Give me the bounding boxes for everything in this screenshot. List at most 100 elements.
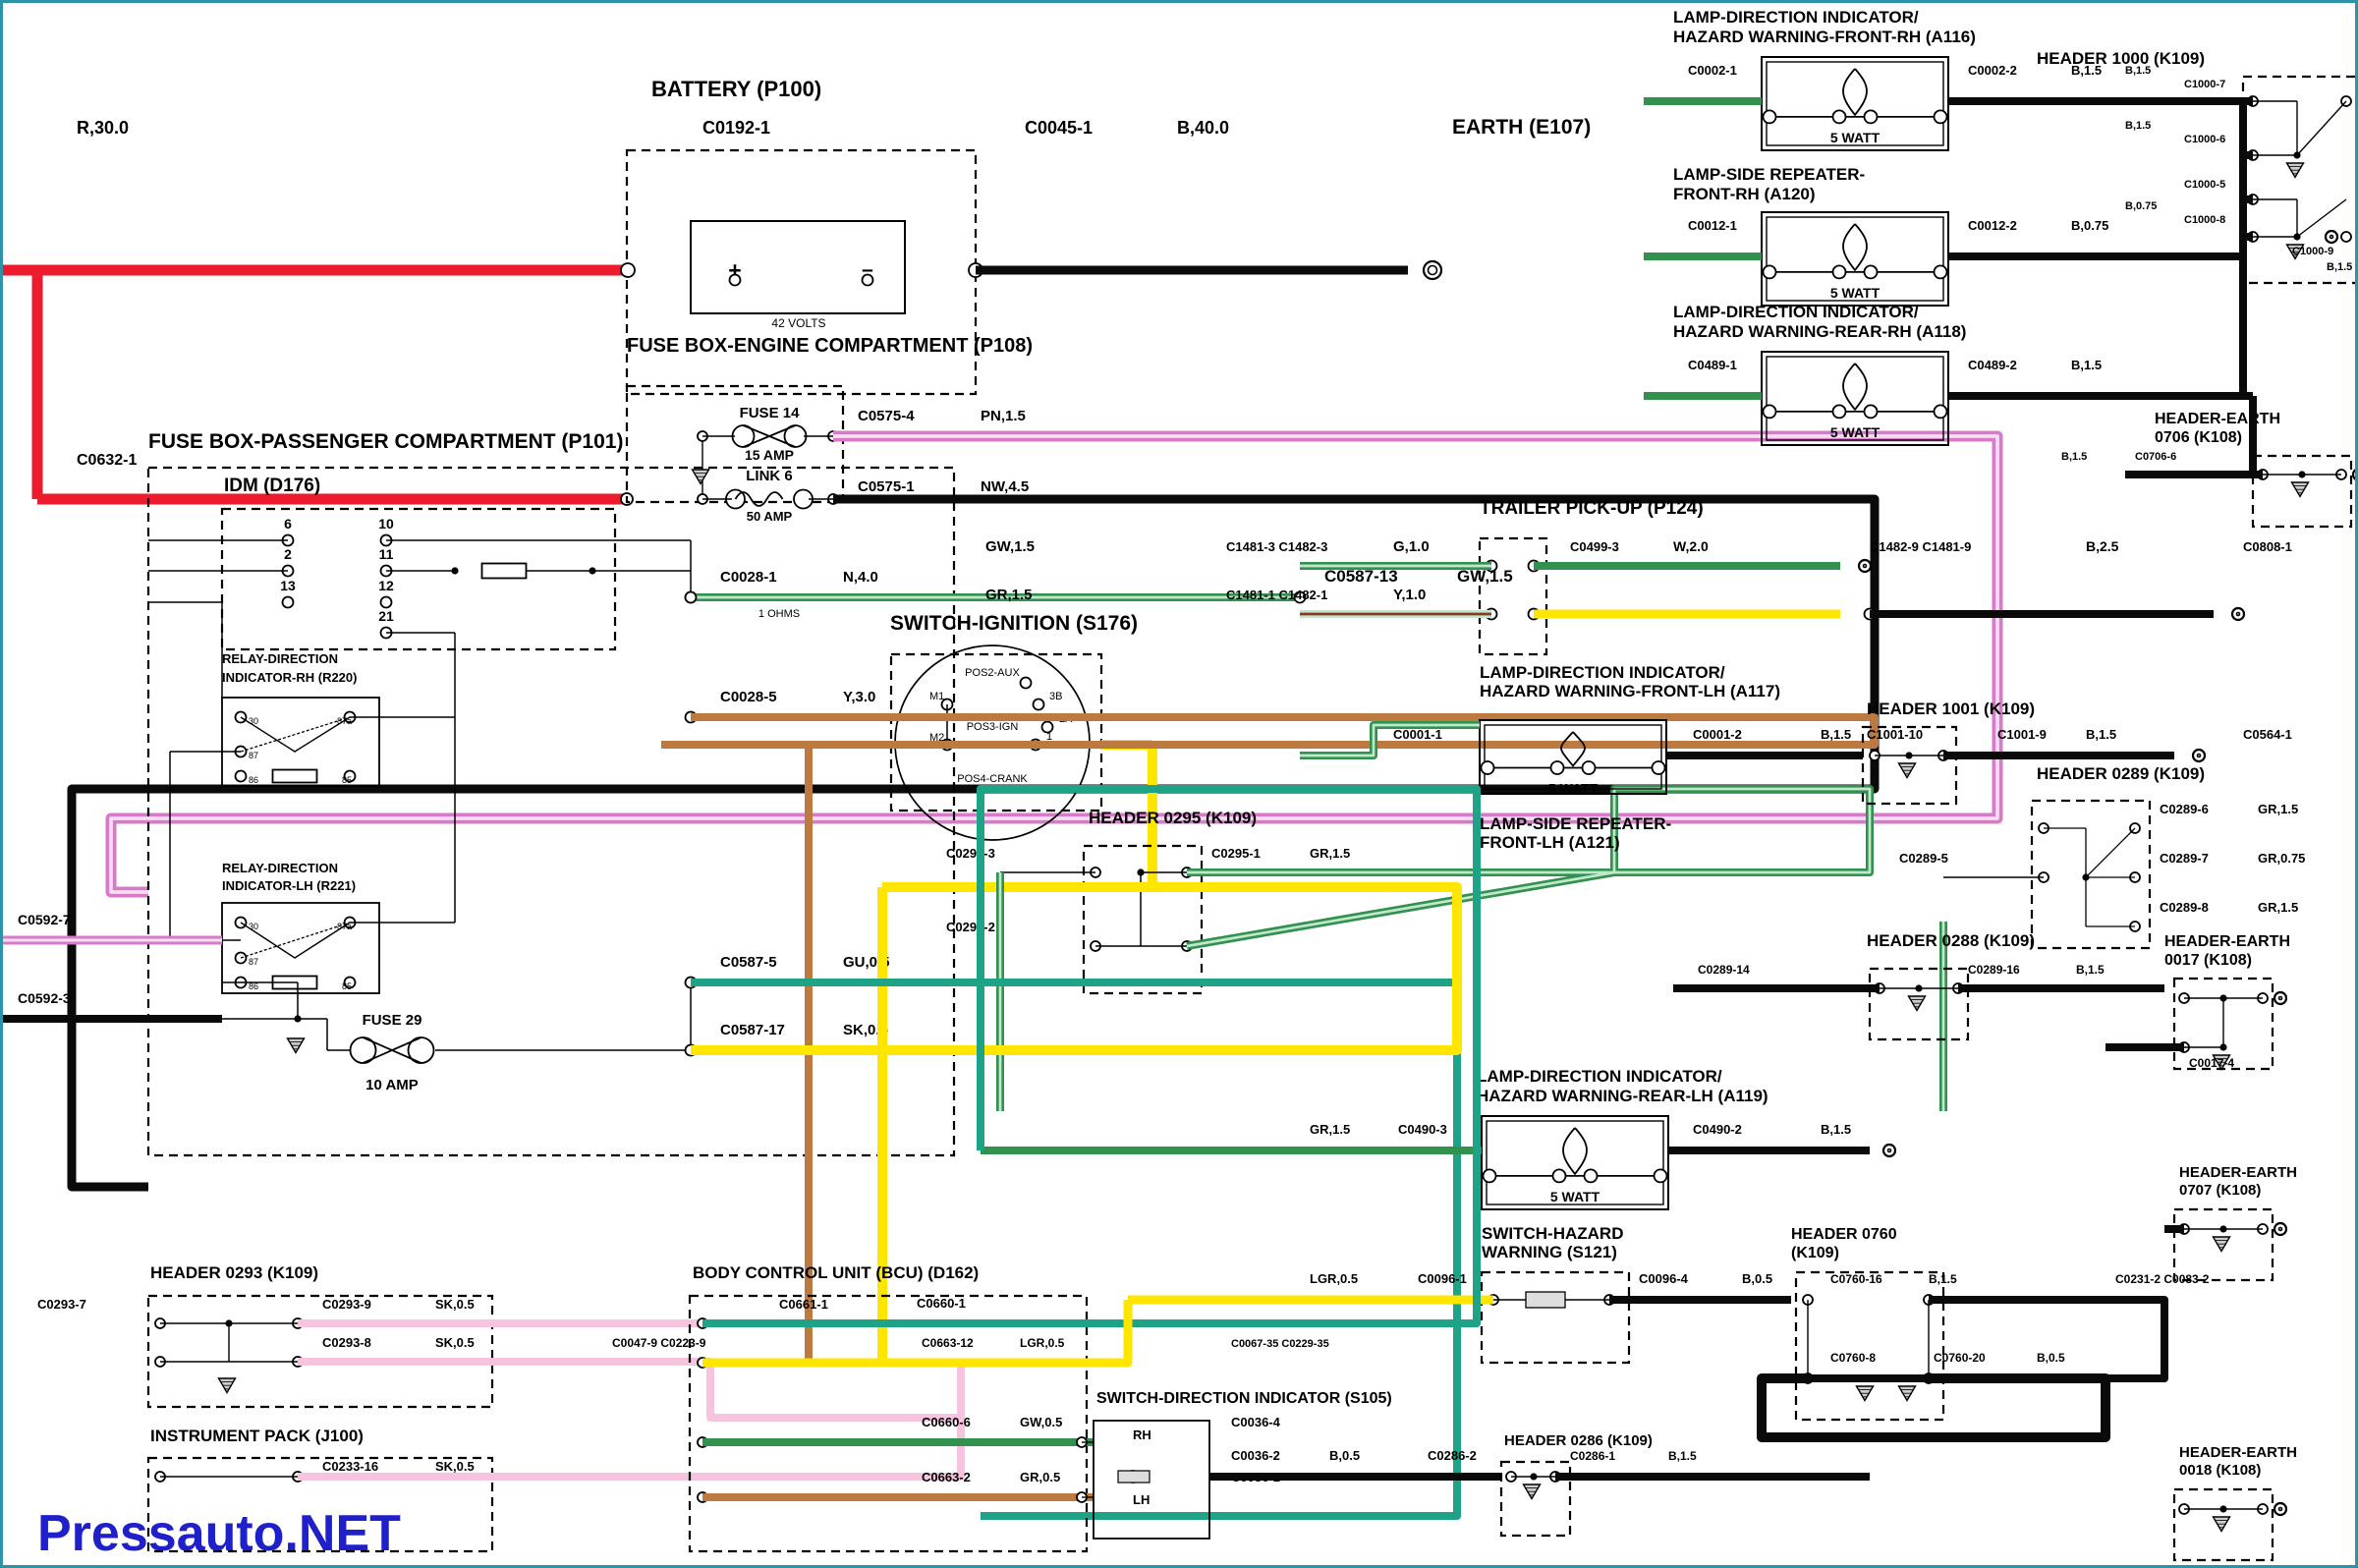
svg-text:C0587-17: C0587-17 (720, 1022, 785, 1038)
svg-text:GW,0.5: GW,0.5 (1020, 1415, 1062, 1429)
svg-text:HEADER 1000 (K109): HEADER 1000 (K109) (2037, 49, 2205, 68)
svg-text:C1001-9: C1001-9 (1997, 727, 2047, 742)
svg-text:B,0.75: B,0.75 (2071, 218, 2108, 233)
svg-text:C0289-8: C0289-8 (2160, 900, 2209, 915)
svg-text:C0028-5: C0028-5 (720, 689, 777, 705)
svg-text:HEADER-EARTH: HEADER-EARTH (2164, 933, 2290, 950)
svg-text:0706 (K108): 0706 (K108) (2155, 429, 2242, 446)
svg-text:GR,1.5: GR,1.5 (2258, 802, 2298, 816)
svg-text:C0489-2: C0489-2 (1968, 358, 2017, 372)
svg-text:C0289-16: C0289-16 (1968, 963, 2020, 977)
svg-text:87: 87 (249, 957, 258, 967)
svg-text:BODY CONTROL UNIT (BCU) (D162): BODY CONTROL UNIT (BCU) (D162) (693, 1263, 979, 1282)
svg-text:GR,1.5: GR,1.5 (2258, 900, 2298, 915)
svg-text:GW,1.5: GW,1.5 (985, 538, 1035, 555)
svg-text:C0289-6: C0289-6 (2160, 802, 2209, 816)
svg-text:B,1.5: B,1.5 (2086, 727, 2116, 742)
svg-text:50 AMP: 50 AMP (747, 509, 793, 524)
svg-text:C1481-1 C1482-1: C1481-1 C1482-1 (1226, 588, 1327, 602)
svg-text:C0575-1: C0575-1 (858, 478, 915, 495)
svg-text:B,1.5: B,1.5 (2327, 261, 2352, 273)
svg-text:10 AMP: 10 AMP (365, 1077, 419, 1093)
svg-text:C0017-4: C0017-4 (2189, 1056, 2234, 1070)
svg-text:B,1.5: B,1.5 (1668, 1449, 1697, 1463)
svg-text:HEADER-EARTH: HEADER-EARTH (2155, 411, 2280, 427)
svg-text:C0592-3: C0592-3 (18, 990, 71, 1006)
svg-text:10: 10 (378, 516, 394, 532)
svg-text:C0632-1: C0632-1 (77, 452, 137, 469)
svg-text:B,0.75: B,0.75 (2125, 200, 2157, 212)
svg-text:HAZARD WARNING-REAR-LH (A119): HAZARD WARNING-REAR-LH (A119) (1477, 1087, 1768, 1105)
svg-text:C0575-4: C0575-4 (858, 408, 915, 424)
svg-text:HEADER 0286 (K109): HEADER 0286 (K109) (1504, 1432, 1653, 1449)
svg-text:21: 21 (378, 608, 394, 624)
svg-text:B,0.5: B,0.5 (1742, 1271, 1772, 1286)
svg-text:GR,1.5: GR,1.5 (985, 587, 1033, 603)
svg-text:C0002-1: C0002-1 (1688, 63, 1737, 78)
svg-text:C0661-1: C0661-1 (779, 1297, 828, 1312)
svg-text:EARTH (E107): EARTH (E107) (1452, 116, 1591, 139)
svg-text:Y,3.0: Y,3.0 (843, 689, 875, 705)
svg-text:HAZARD WARNING-FRONT-RH (A116): HAZARD WARNING-FRONT-RH (A116) (1673, 28, 1976, 46)
svg-text:C0760-16: C0760-16 (1830, 1272, 1882, 1286)
svg-text:C0587-5: C0587-5 (720, 954, 777, 971)
svg-text:GR,1.5: GR,1.5 (1310, 846, 1350, 861)
svg-text:C1000-6: C1000-6 (2184, 134, 2225, 145)
svg-text:SWITCH-DIRECTION INDICATOR (S1: SWITCH-DIRECTION INDICATOR (S105) (1096, 1390, 1392, 1407)
svg-text:C0489-1: C0489-1 (1688, 358, 1737, 372)
svg-text:C0293-8: C0293-8 (322, 1335, 371, 1350)
svg-text:B,1.5: B,1.5 (2071, 358, 2102, 372)
svg-text:C0231-2 C0083-2: C0231-2 C0083-2 (2115, 1272, 2210, 1286)
svg-text:C0660-1: C0660-1 (917, 1296, 966, 1311)
svg-text:POS2-AUX: POS2-AUX (965, 667, 1020, 679)
svg-text:FUSE BOX-ENGINE COMPARTMENT (P: FUSE BOX-ENGINE COMPARTMENT (P108) (627, 335, 1033, 357)
svg-text:HEADER-EARTH: HEADER-EARTH (2179, 1164, 2297, 1181)
svg-text:FRONT-LH (A121): FRONT-LH (A121) (1480, 833, 1620, 852)
svg-text:LH: LH (1133, 1492, 1150, 1507)
svg-text:B,1.5: B,1.5 (2061, 451, 2087, 463)
svg-text:5 WATT: 5 WATT (1550, 1189, 1600, 1204)
svg-text:5 WATT: 5 WATT (1830, 285, 1881, 301)
svg-text:C0490-2: C0490-2 (1693, 1122, 1742, 1137)
svg-text:W,2.0: W,2.0 (1673, 538, 1709, 554)
svg-text:1 OHMS: 1 OHMS (758, 608, 800, 620)
svg-text:NW,4.5: NW,4.5 (981, 478, 1029, 495)
svg-text:C0192-1: C0192-1 (702, 118, 770, 138)
svg-text:HEADER 0760: HEADER 0760 (1791, 1226, 1897, 1243)
svg-text:C0760-8: C0760-8 (1830, 1351, 1876, 1365)
svg-text:LAMP-DIRECTION INDICATOR/: LAMP-DIRECTION INDICATOR/ (1673, 8, 1919, 27)
svg-text:C0295-2: C0295-2 (946, 920, 995, 934)
svg-text:RELAY-DIRECTION: RELAY-DIRECTION (222, 651, 338, 666)
svg-text:GR,0.75: GR,0.75 (2258, 851, 2305, 866)
svg-text:HEADER 0295 (K109): HEADER 0295 (K109) (1089, 809, 1257, 827)
svg-text:30: 30 (249, 922, 258, 931)
svg-text:WARNING (S121): WARNING (S121) (1482, 1243, 1617, 1261)
svg-text:C0002-2: C0002-2 (1968, 63, 2017, 78)
svg-text:11: 11 (379, 546, 394, 562)
svg-text:Y,1.0: Y,1.0 (1393, 587, 1426, 603)
svg-text:GR,0.5: GR,0.5 (1020, 1470, 1060, 1484)
svg-text:0018 (K108): 0018 (K108) (2179, 1462, 2261, 1479)
svg-text:C0001-2: C0001-2 (1693, 727, 1742, 742)
svg-text:B,1.5: B,1.5 (1821, 1122, 1851, 1137)
svg-text:R,30.0: R,30.0 (77, 118, 129, 138)
svg-text:C0663-2: C0663-2 (922, 1470, 971, 1484)
svg-text:LAMP-SIDE REPEATER-: LAMP-SIDE REPEATER- (1480, 814, 1671, 833)
svg-text:C0045-1: C0045-1 (1025, 118, 1093, 138)
svg-text:12: 12 (378, 578, 394, 593)
svg-text:C0499-3: C0499-3 (1570, 539, 1619, 554)
svg-text:FUSE 29: FUSE 29 (363, 1012, 422, 1029)
svg-text:LAMP-DIRECTION INDICATOR/: LAMP-DIRECTION INDICATOR/ (1673, 303, 1919, 321)
svg-text:B,2.5: B,2.5 (2086, 538, 2119, 554)
svg-text:LGR,0.5: LGR,0.5 (1020, 1336, 1065, 1350)
svg-text:B,0.5: B,0.5 (2037, 1351, 2065, 1365)
svg-text:C0660-6: C0660-6 (922, 1415, 971, 1429)
svg-text:C0028-1: C0028-1 (720, 569, 777, 586)
svg-text:0017 (K108): 0017 (K108) (2164, 952, 2252, 969)
svg-text:FUSE BOX-PASSENGER COMPARTMENT: FUSE BOX-PASSENGER COMPARTMENT (P101) (148, 430, 623, 453)
svg-text:5 WATT: 5 WATT (1548, 781, 1599, 797)
svg-text:C0293-9: C0293-9 (322, 1297, 371, 1312)
svg-text:B,1.5: B,1.5 (2125, 65, 2151, 77)
svg-text:C0096-4: C0096-4 (1639, 1271, 1689, 1286)
svg-text:FUSE 14: FUSE 14 (740, 405, 801, 421)
